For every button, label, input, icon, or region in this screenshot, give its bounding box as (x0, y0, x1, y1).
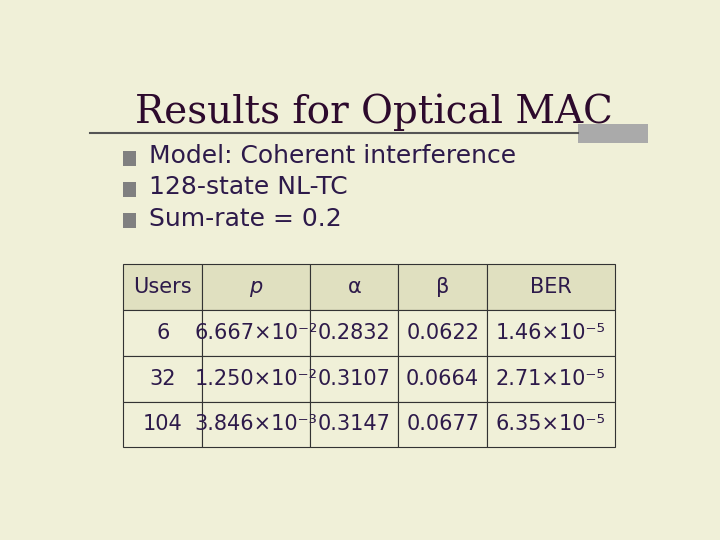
Bar (398, 265, 487, 310)
Bar (124, 310, 202, 356)
Bar (124, 182, 136, 197)
Bar (310, 402, 398, 447)
Text: p: p (249, 277, 263, 297)
Bar (487, 310, 615, 356)
Bar (124, 151, 136, 166)
Text: 3.846×10⁻³: 3.846×10⁻³ (194, 415, 318, 435)
Bar (202, 265, 310, 310)
Bar (310, 265, 398, 310)
Text: 0.3147: 0.3147 (318, 415, 391, 435)
Text: 6: 6 (156, 323, 169, 343)
Text: 0.2832: 0.2832 (318, 323, 391, 343)
Bar (398, 310, 487, 356)
Bar (487, 356, 615, 402)
Text: BER: BER (530, 277, 572, 297)
Text: 6.35×10⁻⁵: 6.35×10⁻⁵ (495, 415, 606, 435)
Bar (310, 356, 398, 402)
Bar (487, 402, 615, 447)
Text: Model: Coherent interference: Model: Coherent interference (148, 144, 516, 168)
Text: 1.250×10⁻²: 1.250×10⁻² (194, 369, 318, 389)
Bar (124, 402, 202, 447)
Bar (124, 213, 136, 228)
Text: 6.667×10⁻²: 6.667×10⁻² (194, 323, 318, 343)
Text: α: α (347, 277, 361, 297)
Text: Users: Users (133, 277, 192, 297)
Bar (310, 310, 398, 356)
Text: Results for Optical MAC: Results for Optical MAC (135, 94, 613, 131)
Text: 0.0622: 0.0622 (406, 323, 479, 343)
Text: 104: 104 (143, 415, 183, 435)
Bar (202, 310, 310, 356)
Text: 0.3107: 0.3107 (318, 369, 391, 389)
Bar (578, 124, 648, 143)
Bar (487, 265, 615, 310)
Text: 2.71×10⁻⁵: 2.71×10⁻⁵ (496, 369, 606, 389)
Bar (202, 356, 310, 402)
Bar (398, 402, 487, 447)
Text: β: β (436, 277, 449, 297)
Text: 32: 32 (150, 369, 176, 389)
Bar (398, 356, 487, 402)
Text: 0.0664: 0.0664 (406, 369, 480, 389)
Text: 1.46×10⁻⁵: 1.46×10⁻⁵ (495, 323, 606, 343)
Bar (124, 265, 202, 310)
Text: 128-state NL-TC: 128-state NL-TC (148, 176, 347, 199)
Text: 0.0677: 0.0677 (406, 415, 479, 435)
Text: Sum-rate = 0.2: Sum-rate = 0.2 (148, 207, 341, 231)
Bar (124, 356, 202, 402)
Bar (202, 402, 310, 447)
